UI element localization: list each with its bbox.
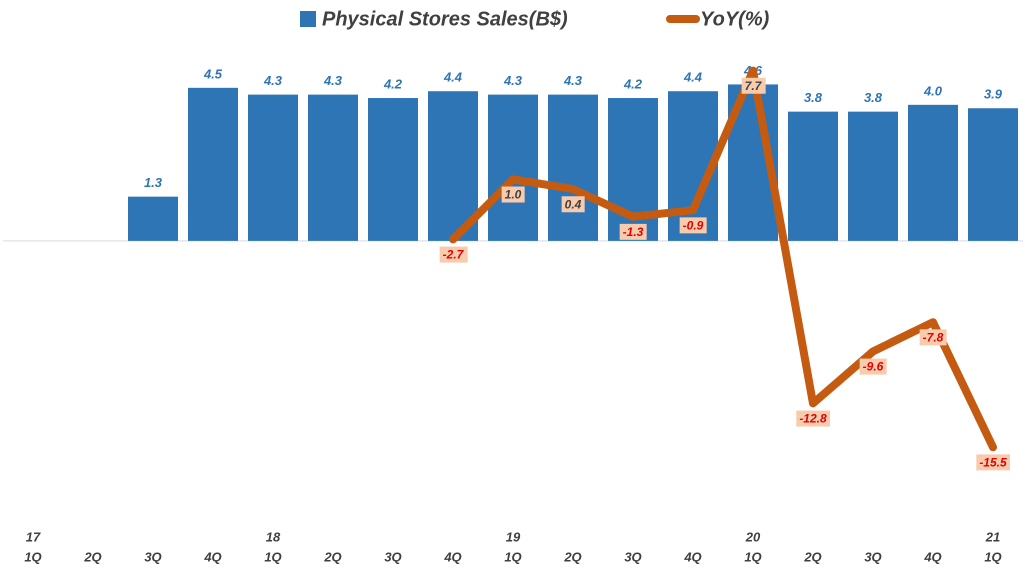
bar-value-label: 4.3 [263,73,283,88]
bar-value-label: 4.4 [443,70,463,85]
bar [908,104,958,241]
x-tick-label: 4Q [443,549,461,564]
line-value-label: 7.7 [745,79,763,93]
x-tick-label: 1Q [504,549,521,564]
line-value-label-group: -15.5 [976,454,1010,471]
bar-value-label: 4.5 [203,66,223,81]
label-box [561,196,585,213]
bar-value-label: 1.3 [144,175,163,190]
bar [248,94,298,241]
x-group-label: 21 [985,529,1000,544]
x-tick-label: 3Q [624,549,641,564]
line-value-label: -12.8 [799,412,827,426]
label-box [796,410,830,427]
bar [128,196,178,241]
line-value-label-group: -9.6 [859,358,887,375]
x-tick-label: 2Q [563,549,581,564]
line-value-label-group: -2.7 [439,246,468,263]
line-value-label-group: 0.4 [561,196,585,213]
line-value-label: -1.3 [623,225,644,239]
line-value-label-group: -7.8 [919,329,947,346]
x-tick-label: 3Q [144,549,161,564]
x-group-label: 17 [26,529,41,544]
x-tick-label: 2Q [323,549,341,564]
bar-value-label: 4.3 [323,73,343,88]
label-box [741,77,766,94]
bar-value-label: 3.8 [804,90,823,105]
bar [368,98,418,241]
bar-value-label: 4.4 [683,70,703,85]
x-tick-label: 1Q [24,549,41,564]
bar [488,94,538,241]
x-tick-label: 1Q [264,549,281,564]
label-box [439,246,468,263]
bar-value-label: 3.9 [984,87,1003,102]
x-group-label: 18 [266,529,281,544]
bar [188,87,238,241]
line-value-label-group: -12.8 [796,410,830,427]
line-value-label-group: -0.9 [679,217,707,234]
x-tick-label: 3Q [384,549,401,564]
line-value-label: -9.6 [863,360,884,374]
bar-value-label: 4.2 [383,76,403,91]
label-box [919,329,947,346]
line-value-label: -0.9 [683,218,704,232]
legend-label: Physical Stores Sales(B$) [322,8,568,30]
x-tick-label: 1Q [984,549,1001,564]
x-tick-label: 2Q [83,549,101,564]
legend-label: YoY(%) [700,8,770,30]
line-value-label: -15.5 [979,455,1007,469]
x-group-label: 20 [745,529,761,544]
line-value-label-group: -1.3 [619,223,647,240]
label-box [619,223,647,240]
bar-value-label: 3.8 [864,90,883,105]
label-box [976,454,1010,471]
x-tick-label: 4Q [203,549,221,564]
bar-value-label: 4.0 [923,83,943,98]
legend-swatch [300,11,316,27]
line-value-label: 0.4 [565,197,582,211]
line-value-label: -2.7 [443,248,465,262]
line-value-label-group: 1.0 [501,186,525,203]
label-box [679,217,707,234]
bar [308,94,358,241]
line-value-label: 1.0 [505,188,522,202]
bar [788,111,838,241]
x-tick-label: 4Q [923,549,941,564]
bar-value-label: 4.3 [503,73,523,88]
bar [848,111,898,241]
x-tick-label: 1Q [744,549,761,564]
line [449,66,997,452]
bar [428,91,478,241]
bar-value-label: 4.2 [623,76,643,91]
line-value-label: -7.8 [923,330,944,344]
x-tick-label: 4Q [683,549,701,564]
bar [548,94,598,241]
bar-value-label: 4.3 [563,73,583,88]
x-group-label: 19 [506,529,521,544]
x-tick-label: 3Q [864,549,881,564]
label-box [859,358,887,375]
label-box [501,186,525,203]
x-tick-label: 2Q [803,549,821,564]
line-value-label-group: 7.7 [741,77,766,94]
bar [968,108,1018,241]
